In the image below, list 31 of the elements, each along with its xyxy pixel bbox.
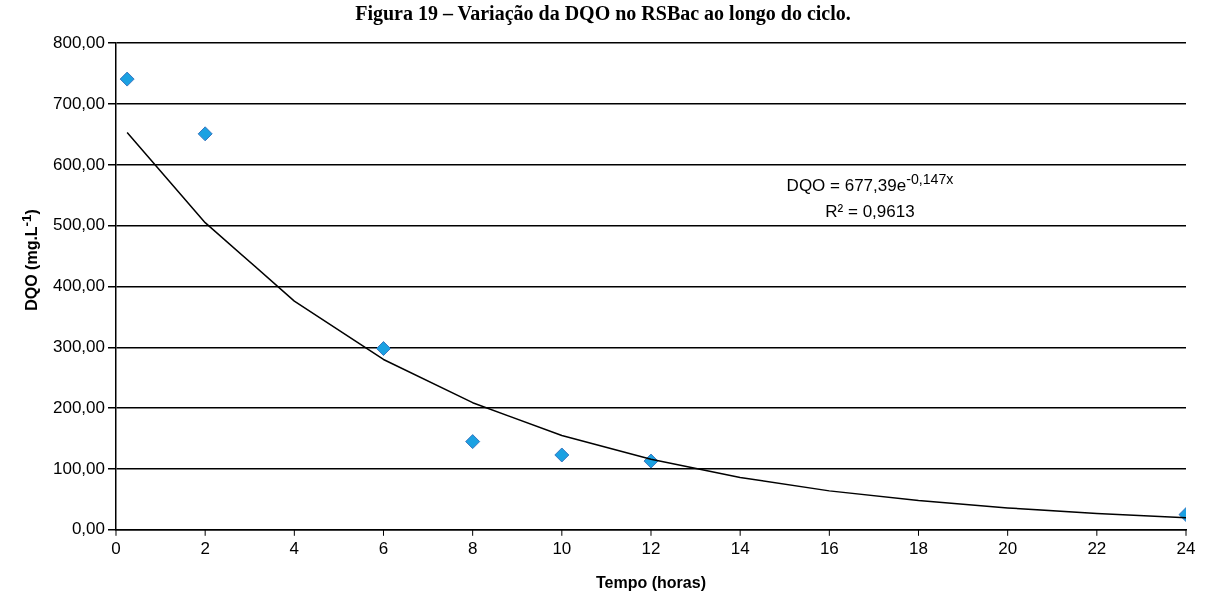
y-tick-label: 100,00 bbox=[53, 458, 105, 478]
x-tick-label: 20 bbox=[998, 538, 1018, 558]
annotation: R² = 0,9613 bbox=[824, 200, 916, 223]
x-tick-label: 8 bbox=[467, 538, 478, 558]
y-tick-label: 500,00 bbox=[53, 215, 105, 235]
x-tick-label: 0 bbox=[111, 538, 121, 558]
x-tick-label: 22 bbox=[1087, 538, 1107, 558]
point bbox=[197, 126, 213, 142]
y-tick-label: 300,00 bbox=[53, 337, 105, 357]
y-tick-label: 400,00 bbox=[53, 276, 105, 296]
annotation: DQO = 677,39e$^{-0,147x}$ bbox=[786, 170, 954, 197]
x-tick-label: 6 bbox=[378, 538, 389, 558]
point bbox=[554, 447, 570, 463]
y-tick-label: 700,00 bbox=[53, 93, 105, 113]
x-tick-label: 14 bbox=[730, 538, 750, 558]
point bbox=[465, 434, 481, 450]
x-tick-label: 10 bbox=[552, 538, 572, 558]
point bbox=[119, 71, 135, 87]
y-tick-label: 0,00 bbox=[71, 519, 105, 539]
x-tick-label: 4 bbox=[289, 538, 300, 558]
y-tick-label: 800,00 bbox=[53, 32, 105, 52]
x-tick-label: 18 bbox=[909, 538, 928, 558]
x-tick-label: 16 bbox=[819, 538, 839, 558]
x-tick-label: 24 bbox=[1176, 538, 1196, 558]
y-tick-label: 600,00 bbox=[53, 154, 105, 174]
x-tick-label: 2 bbox=[200, 538, 210, 558]
point bbox=[376, 341, 391, 357]
y-tick-label: 200,00 bbox=[53, 397, 105, 417]
chart-title: Figura 19 – Variação da DQO no RSBac ao longo do ciclo. bbox=[354, 2, 852, 25]
x-axis-title: Tempo (horas) bbox=[596, 573, 706, 591]
x-tick-label: 12 bbox=[641, 538, 661, 558]
